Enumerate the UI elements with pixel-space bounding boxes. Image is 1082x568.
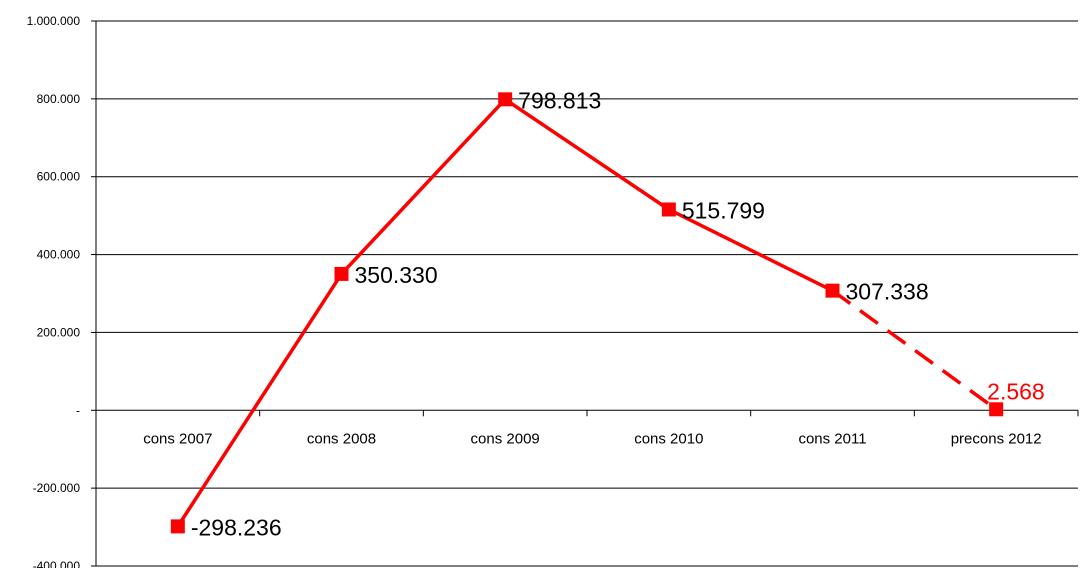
data-label: -298.236 (191, 514, 282, 540)
series-segment (176, 272, 343, 528)
y-tick-label: - (76, 403, 80, 417)
data-label: 515.799 (682, 197, 765, 223)
x-tick-label: cons 2011 (798, 430, 866, 447)
series-segment (340, 98, 507, 276)
data-label: 350.330 (355, 262, 438, 288)
data-point-marker (334, 266, 349, 281)
series-segment (668, 207, 834, 293)
data-label: 798.813 (518, 87, 601, 113)
series-segment (504, 97, 670, 211)
data-point-marker (170, 519, 185, 534)
data-label: 307.338 (846, 279, 929, 305)
series-segment (831, 289, 998, 411)
data-labels: -298.236 350.330 798.813 515.799 307.338 2.56… (191, 87, 1045, 540)
y-tick-label: 200.000 (37, 325, 81, 339)
x-tick-label: cons 2010 (634, 430, 703, 447)
data-label: 2.568 (987, 378, 1045, 404)
x-tick-label: cons 2009 (471, 430, 540, 447)
data-point-marker (661, 202, 676, 217)
y-tick-label: -200.000 (33, 481, 81, 495)
y-tick-label: 600.000 (37, 170, 81, 184)
data-point-marker (989, 402, 1004, 417)
x-tick-label: cons 2007 (143, 430, 212, 447)
x-tick-label: cons 2008 (307, 430, 376, 447)
series-line (170, 92, 1004, 534)
data-point-marker (498, 92, 513, 107)
y-tick-label: -400.000 (33, 559, 81, 568)
y-axis: 1.000.000 800.000 600.000 400.000 200.000 - -2… (27, 14, 97, 568)
x-axis: cons 2007 cons 2008 cons 2009 cons 2010 cons… (95, 410, 1079, 447)
y-tick-label: 1.000.000 (27, 14, 81, 28)
x-tick-label: precons 2012 (951, 430, 1042, 447)
y-tick-label: 800.000 (37, 92, 81, 106)
y-tick-label: 400.000 (37, 248, 81, 262)
data-point-marker (825, 283, 840, 298)
